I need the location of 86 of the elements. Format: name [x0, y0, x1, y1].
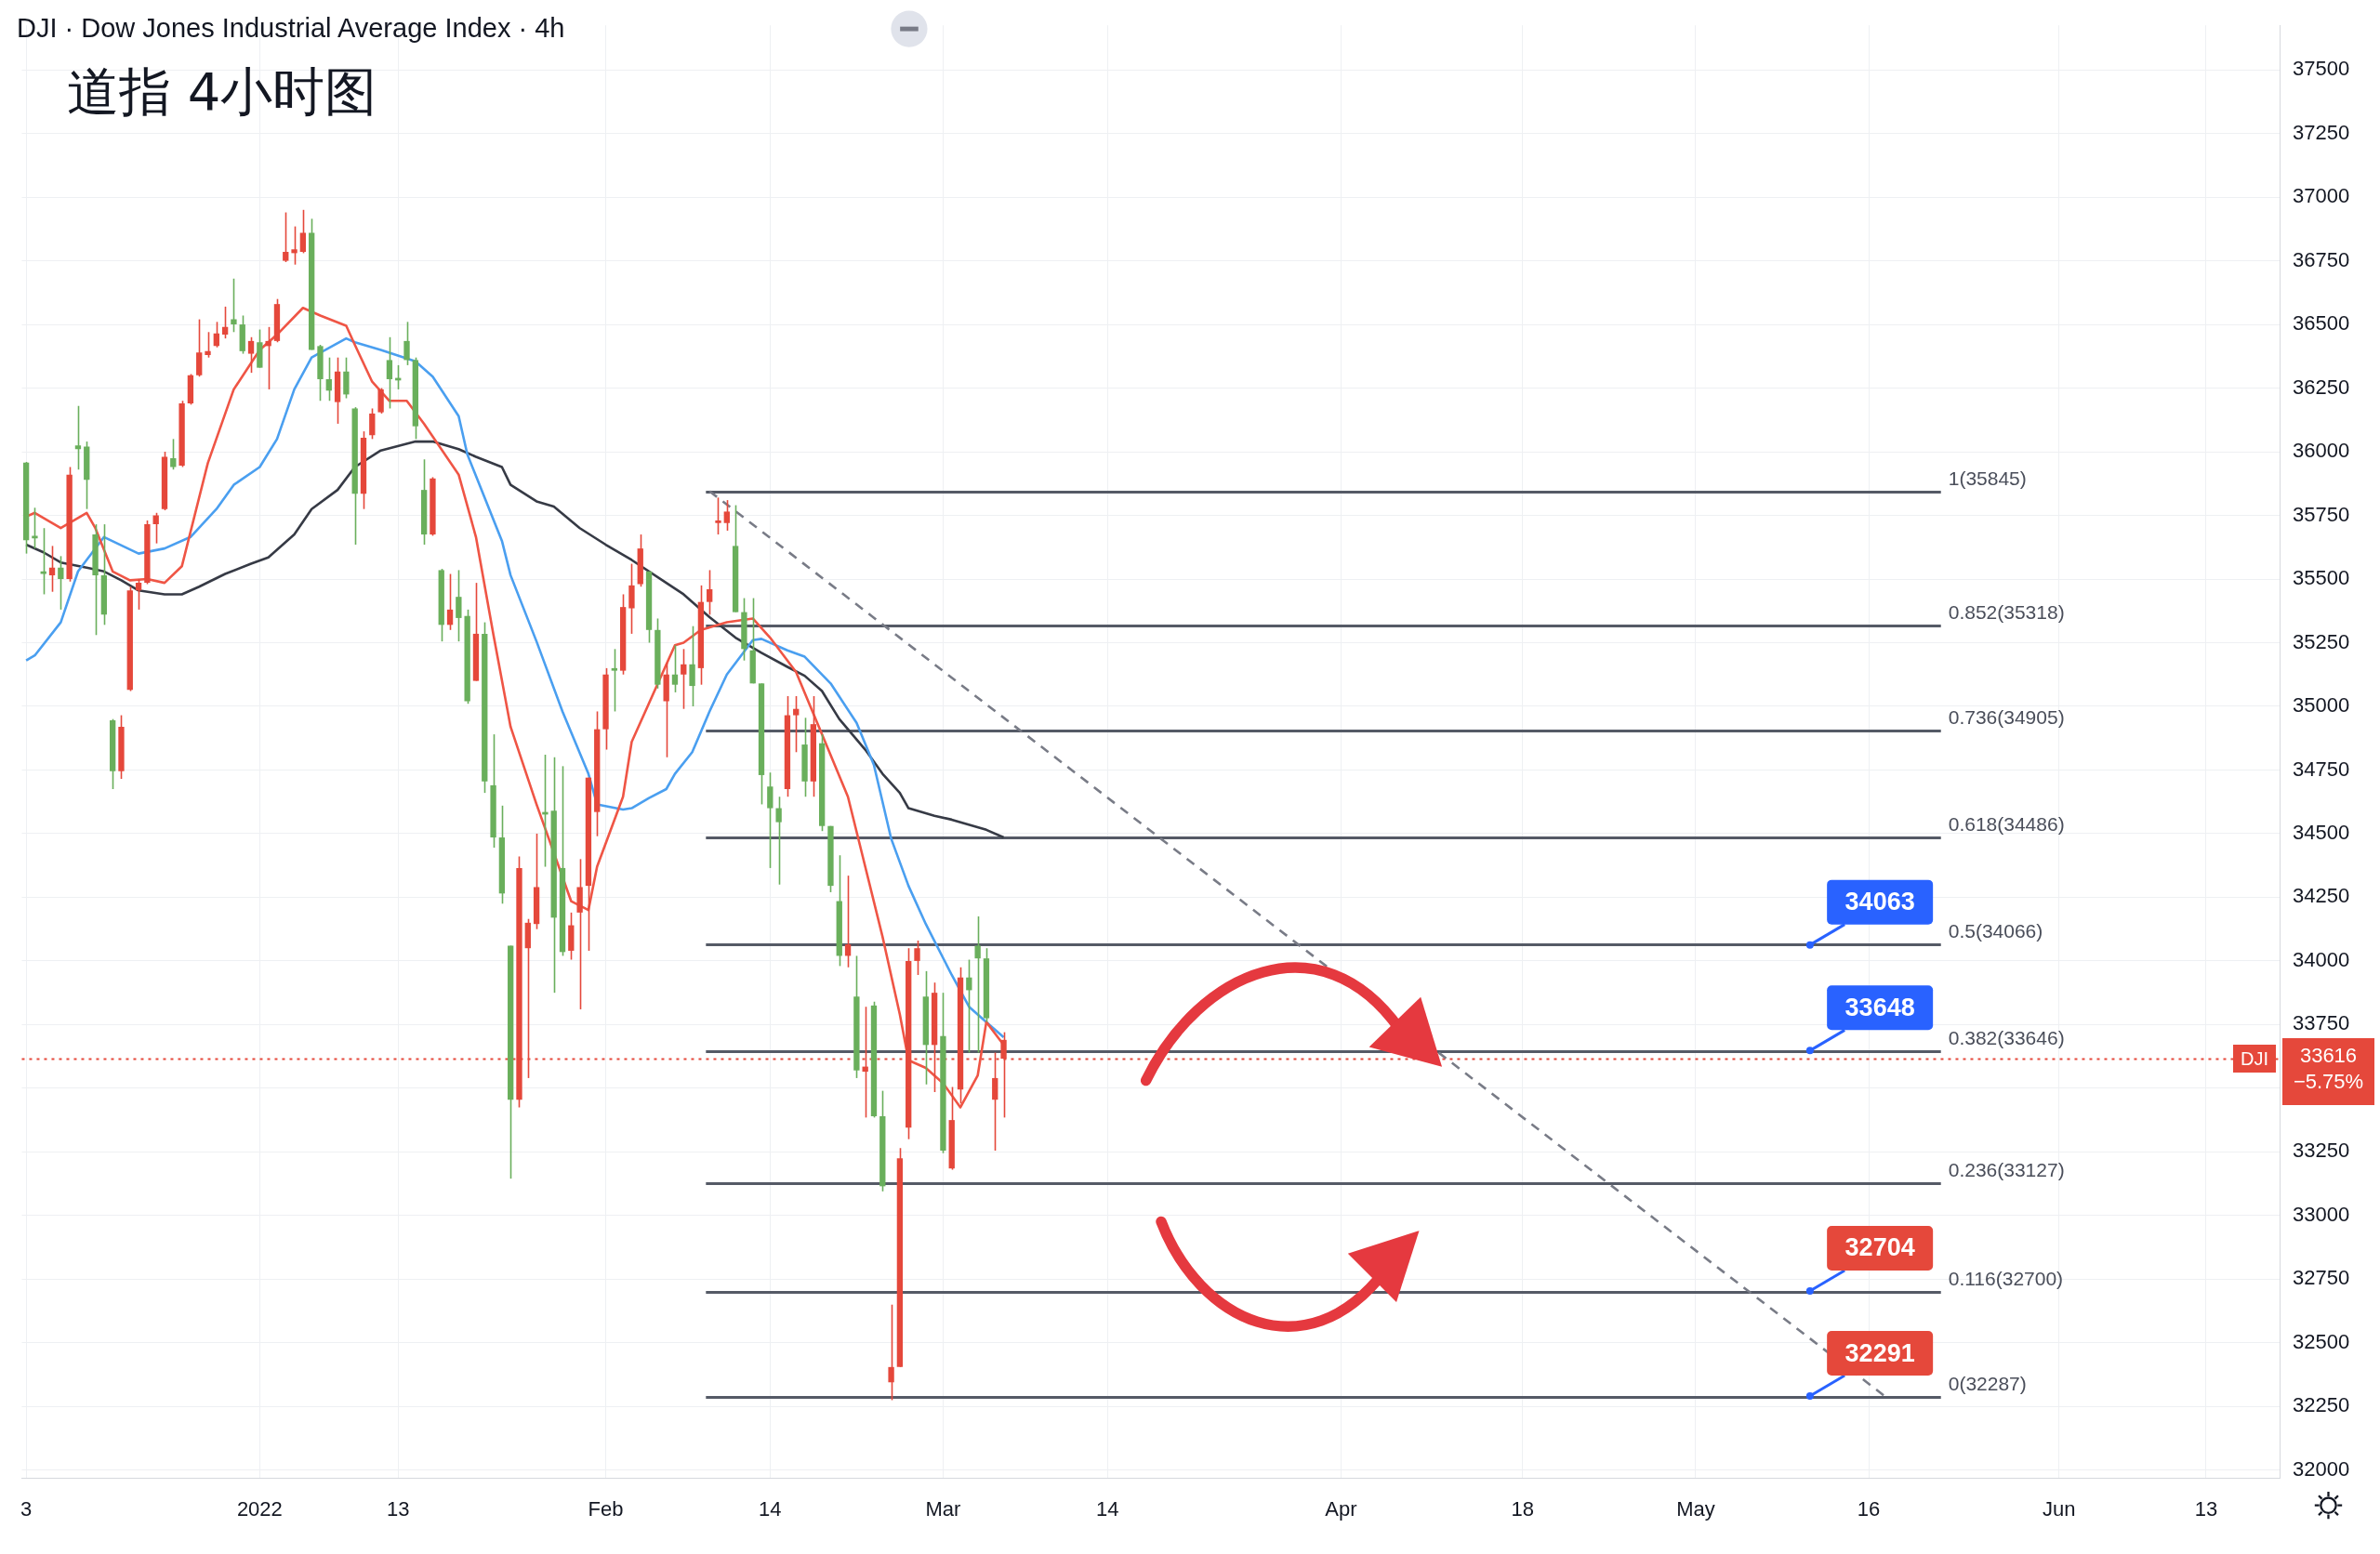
chart-title: DJI · Dow Jones Industrial Average Index · 4h — [17, 13, 565, 44]
text: 33616 — [2299, 1044, 2358, 1068]
ref-line-label: 0.852(35318) — [1948, 601, 2065, 624]
candlestick — [576, 858, 583, 1010]
candlestick — [715, 496, 721, 535]
y-tick-label: 34500 — [2293, 821, 2350, 845]
candlestick — [689, 625, 695, 707]
ref-line-label: 0.236(33127) — [1948, 1159, 2065, 1181]
annotation: 34063 — [1844, 888, 1915, 916]
y-tick-label: 37000 — [2293, 184, 2350, 208]
candlestick — [827, 824, 834, 893]
y-tick-label: 33750 — [2293, 1011, 2350, 1035]
y-tick-label: 32250 — [2293, 1393, 2350, 1417]
candlestick — [377, 387, 384, 415]
x-tick-label: Feb — [588, 1497, 624, 1521]
candlestick — [58, 555, 64, 611]
candlestick — [914, 940, 920, 976]
candlestick — [430, 476, 436, 537]
candlestick — [940, 992, 946, 1154]
ref-line-label: DJI — [2241, 1047, 2268, 1069]
x-tick-label: 16 — [1857, 1497, 1881, 1521]
candlestick — [403, 321, 410, 366]
y-tick-label: 32750 — [2293, 1266, 2350, 1290]
candlestick — [257, 328, 263, 369]
y-tick-label: 35250 — [2293, 629, 2350, 653]
ref-line-label: 0.618(34486) — [1948, 813, 2065, 836]
ref-line-label: 1(35845) — [1948, 468, 2027, 490]
candlestick — [628, 562, 635, 635]
y-tick-label: 33000 — [2293, 1202, 2350, 1226]
candlestick — [32, 507, 38, 549]
candlestick — [741, 597, 747, 662]
candlestick — [775, 796, 782, 886]
candlestick — [888, 1303, 894, 1402]
text: 道指 4小时图 — [67, 60, 377, 124]
y-tick-label: 34750 — [2293, 757, 2350, 781]
x-tick-label: 2022 — [236, 1497, 283, 1521]
candlestick — [490, 733, 496, 849]
y-tick-label: 36250 — [2293, 375, 2350, 399]
candlestick — [66, 466, 73, 583]
candlestick — [974, 915, 981, 1054]
ref-line-label: 0.5(34066) — [1948, 920, 2043, 942]
y-tick-label: 35500 — [2293, 566, 2350, 590]
candlestick — [118, 714, 125, 780]
candlestick — [144, 520, 151, 586]
text: −5.75% — [2293, 1070, 2364, 1094]
candlestick — [92, 523, 99, 637]
candlestick — [317, 344, 324, 402]
candlestick — [464, 609, 470, 705]
annotation: 32704 — [1844, 1233, 1915, 1262]
ref-line-label: 0.116(32700) — [1948, 1268, 2064, 1290]
y-tick-label: 36500 — [2293, 311, 2350, 336]
candlestick — [291, 225, 298, 266]
annotation: 32291 — [1844, 1338, 1915, 1367]
x-tick-label: Jun — [2042, 1497, 2076, 1521]
x-tick-label: 13 — [386, 1497, 410, 1521]
candlestick — [205, 331, 211, 359]
candlestick — [853, 955, 860, 1079]
ref-line-label: 0.382(33646) — [1948, 1027, 2065, 1049]
x-tick-label: 14 — [759, 1497, 782, 1521]
candlestick — [602, 667, 609, 751]
x-tick-label: 14 — [1095, 1497, 1119, 1521]
x-tick-label: Apr — [1325, 1497, 1357, 1521]
y-tick-label: 36000 — [2293, 439, 2350, 463]
x-tick-label: Mar — [925, 1497, 961, 1521]
y-tick-label: 37250 — [2293, 120, 2350, 144]
annotation: 33648 — [1844, 993, 1915, 1021]
y-tick-label: 35750 — [2293, 502, 2350, 526]
y-tick-label: 36750 — [2293, 247, 2350, 271]
candlestick — [801, 717, 808, 798]
y-tick-label: 35000 — [2293, 693, 2350, 718]
y-tick-label: 32000 — [2293, 1456, 2350, 1481]
x-tick-label: 3 — [20, 1497, 33, 1521]
y-tick-label: 37500 — [2293, 57, 2350, 81]
candlestick — [654, 617, 661, 690]
y-tick-label: 32500 — [2293, 1329, 2350, 1353]
y-tick-label: 34250 — [2293, 884, 2350, 908]
x-tick-label: 18 — [1511, 1497, 1535, 1521]
candlestick — [456, 569, 462, 642]
candlestick — [178, 400, 185, 468]
ref-line-label: 0.736(34905) — [1948, 706, 2065, 729]
y-tick-label: 34000 — [2293, 947, 2350, 971]
ref-line-label: 0(32287) — [1948, 1373, 2027, 1395]
candlestick — [343, 356, 350, 400]
x-tick-label: 13 — [2194, 1497, 2218, 1521]
y-tick-label: 33250 — [2293, 1139, 2350, 1163]
x-tick-label: May — [1676, 1497, 1715, 1521]
